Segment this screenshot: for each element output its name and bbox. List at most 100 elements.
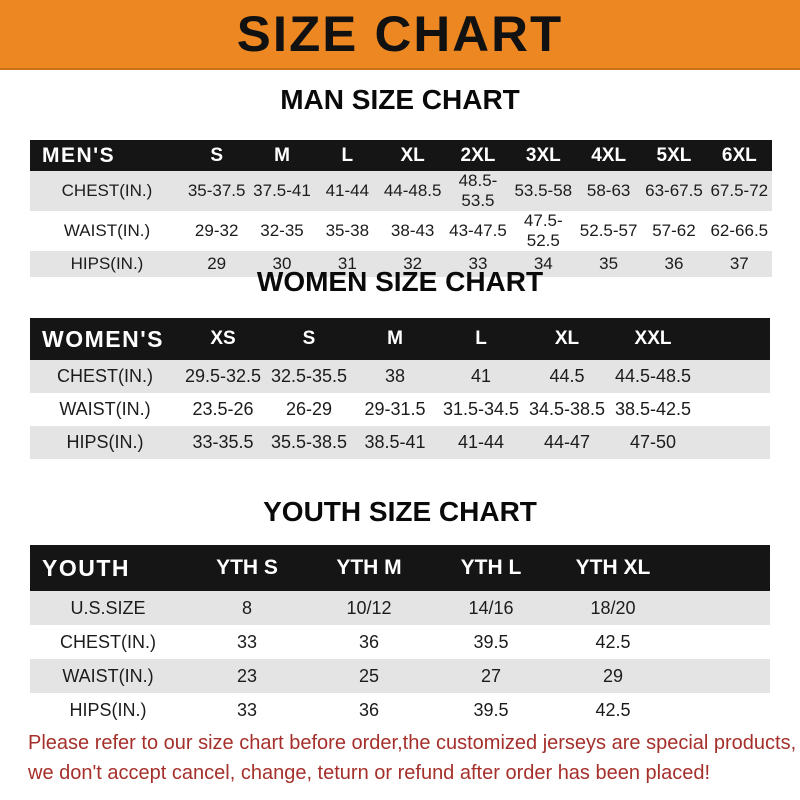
men-column-header: 5XL xyxy=(656,144,692,166)
row-label: HIPS(IN.) xyxy=(70,254,144,273)
measurement-cell: 32 xyxy=(403,254,423,273)
measurement-cell: 23.5-26 xyxy=(192,399,254,419)
measurement-cell: 35 xyxy=(599,254,619,273)
measurement-cell: 48.5-53.5 xyxy=(458,171,498,210)
page-title: SIZE CHART xyxy=(236,6,564,62)
women-section-title: WOMEN SIZE CHART xyxy=(256,266,544,297)
measurement-cell: 38.5-41 xyxy=(364,432,426,452)
measurement-cell: 35-37.5 xyxy=(187,181,246,200)
measurement-cell: 29.5-32.5 xyxy=(184,366,262,386)
women-header-spacer xyxy=(696,318,770,360)
measurement-cell: 33 xyxy=(236,699,258,720)
women-column-header: XXL xyxy=(634,328,672,349)
measurement-cell: 29 xyxy=(207,254,227,273)
measurement-cell: 53.5-58 xyxy=(514,181,573,200)
men-column-header: L xyxy=(341,144,354,166)
measurement-cell: 44-48.5 xyxy=(383,181,442,200)
measurement-cell: 29-32 xyxy=(194,221,239,240)
men-section-title: MAN SIZE CHART xyxy=(280,84,520,115)
measurement-cell: 32.5-35.5 xyxy=(270,366,348,386)
measurement-cell: 47-50 xyxy=(629,432,677,452)
measurement-cell: 38-43 xyxy=(390,221,435,240)
measurement-cell: 42.5 xyxy=(595,699,631,720)
measurement-cell: 31.5-34.5 xyxy=(442,399,520,419)
measurement-cell: 37 xyxy=(729,254,749,273)
measurement-cell: 38.5-42.5 xyxy=(614,399,692,419)
measurement-cell: 34.5-38.5 xyxy=(528,399,606,419)
table-row: HIPS(IN.) 33-35.5 35.5-38.5 38.5-41 41-44 44-… xyxy=(30,426,770,459)
youth-column-header: YTH S xyxy=(216,556,278,579)
measurement-cell: 41 xyxy=(470,366,492,386)
youth-header-spacer xyxy=(674,545,770,591)
row-label: CHEST(IN.) xyxy=(57,366,153,386)
table-row: U.S.SIZE 8 10/12 14/16 18/20 xyxy=(30,591,770,625)
men-size-table: MEN'S S M L XL 2XL 3XL 4XL 5XL 6XL CHEST(IN.) 35-37… xyxy=(30,140,772,277)
women-column-header: XL xyxy=(554,328,580,349)
measurement-cell: 47.5-52.5 xyxy=(523,211,563,250)
table-row: CHEST(IN.) 35-37.5 37.5-41 41-44 44-48.5 48.5… xyxy=(30,171,772,211)
measurement-cell: 43-47.5 xyxy=(449,221,507,240)
women-column-header: S xyxy=(302,328,316,349)
youth-column-header: YTH L xyxy=(460,556,522,579)
measurement-cell: 37.5-41 xyxy=(253,181,311,200)
row-spacer xyxy=(674,659,770,693)
measurement-cell: 41-44 xyxy=(457,432,505,452)
measurement-cell: 57-62 xyxy=(652,221,696,240)
measurement-cell: 44-47 xyxy=(543,432,591,452)
table-row: WAIST(IN.) 23 25 27 29 xyxy=(30,659,770,693)
measurement-cell: 29-31.5 xyxy=(364,399,426,419)
table-row: CHEST(IN.) 29.5-32.5 32.5-35.5 38 41 44.5 44.5… xyxy=(30,360,770,393)
men-column-header: M xyxy=(274,144,290,166)
row-spacer xyxy=(674,591,770,625)
measurement-cell: 35.5-38.5 xyxy=(270,432,348,452)
measurement-cell: 10/12 xyxy=(346,597,392,618)
youth-column-header: YTH M xyxy=(336,556,402,579)
table-row: HIPS(IN.) 33 36 39.5 42.5 xyxy=(30,693,770,727)
row-spacer xyxy=(696,393,770,426)
women-size-table: WOMEN'S XS S M L XL XXL CHEST(IN.) 29.5-32.5 32.5… xyxy=(30,318,770,459)
men-column-header: 3XL xyxy=(525,144,561,166)
measurement-cell: 62-66.5 xyxy=(710,221,769,240)
youth-size-table: YOUTH YTH S YTH M YTH L YTH XL U.S.SIZE 8 10/12… xyxy=(30,545,770,727)
youth-column-header: YTH XL xyxy=(575,556,651,579)
men-table-header-row: MEN'S S M L XL 2XL 3XL 4XL 5XL 6XL xyxy=(30,140,772,171)
measurement-cell: 67.5-72 xyxy=(710,181,769,200)
measurement-cell: 8 xyxy=(241,597,252,618)
measurement-cell: 23 xyxy=(236,665,258,686)
measurement-cell: 41-44 xyxy=(325,181,370,200)
women-column-header: M xyxy=(387,328,403,349)
measurement-cell: 35-38 xyxy=(325,221,370,240)
men-column-header: 6XL xyxy=(721,144,757,166)
measurement-cell: 63-67.5 xyxy=(645,181,703,200)
page-banner: SIZE CHART xyxy=(0,0,800,70)
footer-disclaimer: Please refer to our size chart before or… xyxy=(28,728,797,788)
measurement-cell: 31 xyxy=(337,254,357,273)
measurement-cell: 32-35 xyxy=(260,221,304,240)
measurement-cell: 27 xyxy=(480,665,502,686)
men-column-header: XL xyxy=(400,144,425,166)
measurement-cell: 33-35.5 xyxy=(192,432,254,452)
measurement-cell: 44.5-48.5 xyxy=(614,366,692,386)
measurement-cell: 58-63 xyxy=(586,181,631,200)
measurement-cell: 30 xyxy=(272,254,292,273)
measurement-cell: 36 xyxy=(358,631,380,652)
measurement-cell: 36 xyxy=(664,254,684,273)
row-label: HIPS(IN.) xyxy=(69,699,147,720)
measurement-cell: 44.5 xyxy=(549,366,585,386)
row-label: U.S.SIZE xyxy=(70,597,146,618)
youth-table-corner-label: YOUTH xyxy=(42,554,130,581)
women-table-corner-label: WOMEN'S xyxy=(42,325,165,352)
measurement-cell: 33 xyxy=(468,254,488,273)
measurement-cell: 26-29 xyxy=(285,399,333,419)
measurement-cell: 33 xyxy=(236,631,258,652)
women-column-header: L xyxy=(475,328,487,349)
footer-line-1: Please refer to our size chart before or… xyxy=(28,732,797,754)
row-spacer xyxy=(674,625,770,659)
measurement-cell: 42.5 xyxy=(595,631,631,652)
row-label: WAIST(IN.) xyxy=(62,665,154,686)
row-label: CHEST(IN.) xyxy=(60,631,156,652)
row-spacer xyxy=(674,693,770,727)
measurement-cell: 39.5 xyxy=(473,699,509,720)
measurement-cell: 14/16 xyxy=(468,597,514,618)
